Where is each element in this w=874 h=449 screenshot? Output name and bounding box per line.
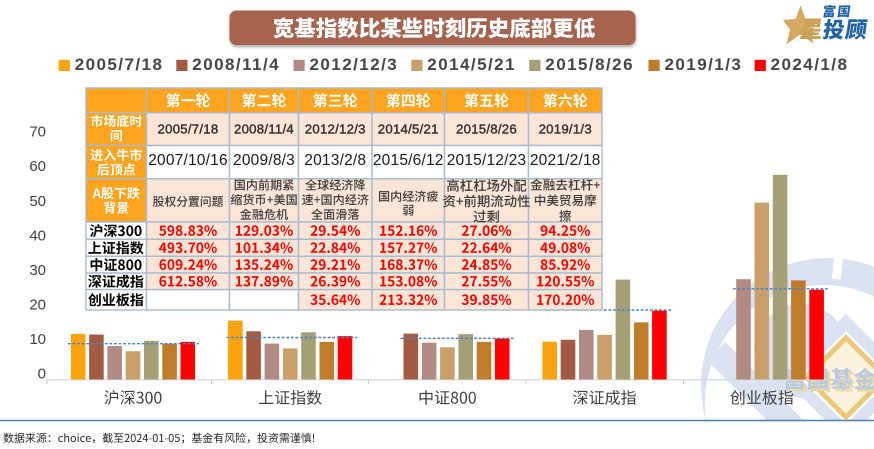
svg-text:2013/2/8: 2013/2/8 [304, 152, 366, 169]
svg-text:40: 40 [29, 227, 46, 244]
svg-text:2024/1/8: 2024/1/8 [771, 55, 849, 74]
svg-text:2005/7/18: 2005/7/18 [158, 122, 219, 137]
svg-text:2015/12/23: 2015/12/23 [447, 152, 527, 169]
svg-text:2008/11/4: 2008/11/4 [192, 55, 280, 74]
svg-text:2019/1/3: 2019/1/3 [665, 55, 743, 74]
svg-text:10: 10 [29, 331, 46, 348]
svg-text:2012/12/3: 2012/12/3 [310, 55, 399, 74]
svg-text:50: 50 [29, 193, 46, 210]
svg-text:2014/5/21: 2014/5/21 [378, 122, 439, 137]
svg-text:2015/6/12: 2015/6/12 [373, 152, 444, 169]
svg-text:2015/8/26: 2015/8/26 [545, 55, 634, 74]
svg-text:2019/1/3: 2019/1/3 [539, 122, 592, 137]
svg-text:2005/7/18: 2005/7/18 [75, 55, 164, 74]
svg-text:2007/10/16: 2007/10/16 [148, 152, 228, 169]
svg-text:2021/2/18: 2021/2/18 [530, 152, 601, 169]
svg-text:70: 70 [29, 124, 46, 141]
svg-text:20: 20 [29, 297, 46, 314]
svg-text:60: 60 [29, 158, 46, 175]
svg-text:2014/5/21: 2014/5/21 [427, 55, 516, 74]
svg-text:2015/8/26: 2015/8/26 [456, 122, 517, 137]
svg-text:2012/12/3: 2012/12/3 [305, 122, 366, 137]
svg-text:2008/11/4: 2008/11/4 [234, 122, 294, 137]
svg-text:2009/8/3: 2009/8/3 [233, 152, 295, 169]
svg-text:30: 30 [29, 262, 46, 279]
svg-text:0: 0 [38, 366, 46, 383]
